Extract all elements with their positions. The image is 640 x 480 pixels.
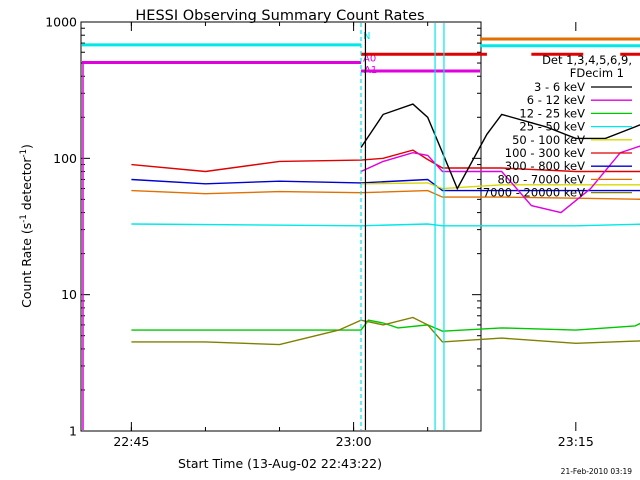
y-tick-label: 1000: [45, 15, 77, 30]
series-layer: [131, 103, 640, 346]
series-line: [360, 182, 640, 190]
series-line: [360, 103, 640, 191]
legend-header-line2: FDecim 1: [570, 66, 624, 80]
y-axis-label-main: Count Rate (s: [19, 223, 34, 308]
y-axis-label-mid: detector: [19, 157, 34, 215]
y-tick-label: 1: [69, 424, 77, 439]
y-axis-label-sup2: -1: [19, 149, 29, 157]
x-tick-label: 23:15: [558, 434, 594, 449]
legend-entry-label: 100 - 300 keV: [505, 146, 585, 160]
series-line: [131, 178, 640, 192]
plot-frame: [80, 21, 482, 432]
legend-entry-label: 6 - 12 keV: [527, 93, 585, 107]
footer-date: 21-Feb-2010 03:19: [561, 467, 633, 476]
series-line: [360, 145, 640, 214]
series-line: [131, 149, 640, 173]
y-axis-label-end: ): [19, 144, 34, 149]
y-axis-label: Count Rate (s-1 detector-1): [19, 144, 34, 308]
legend-entry-label: 7000 - 20000 keV: [483, 186, 585, 200]
flag-label: N: [363, 31, 370, 42]
series-line: [131, 223, 640, 227]
legend-entry-label: 12 - 25 keV: [519, 106, 585, 120]
y-axis-label-sup1: -1: [19, 214, 29, 222]
y-axis: 1 10 100 1000: [45, 15, 481, 439]
series-line: [131, 319, 640, 332]
plot-border: [80, 21, 482, 432]
y-tick-label: 100: [53, 151, 77, 166]
legend-header-line1: Det 1,3,4,5,6,9,: [542, 53, 632, 67]
legend-entry-label: 3 - 6 keV: [534, 80, 585, 94]
legend-entry-label: 300 - 800 keV: [505, 159, 585, 173]
vlines-layer: [82, 23, 445, 430]
chart-title: HESSI Observing Summary Count Rates: [135, 8, 424, 24]
y-tick-label: 10: [61, 287, 77, 302]
series-line: [131, 189, 640, 200]
x-tick-label: 23:00: [336, 434, 372, 449]
legend-entry-label: 25 - 50 keV: [519, 120, 585, 134]
x-tick-label: 22:45: [113, 434, 149, 449]
flags-layer: NA0A1S: [82, 31, 640, 76]
x-axis-label: Start Time (13-Aug-02 22:43:22): [178, 456, 382, 471]
flag-label: A0: [363, 53, 376, 64]
legend-entry-label: 50 - 100 keV: [512, 133, 585, 147]
legend-entry-label: 800 - 7000 keV: [497, 172, 585, 186]
flag-label: A1: [364, 65, 377, 76]
series-line: [131, 316, 640, 346]
